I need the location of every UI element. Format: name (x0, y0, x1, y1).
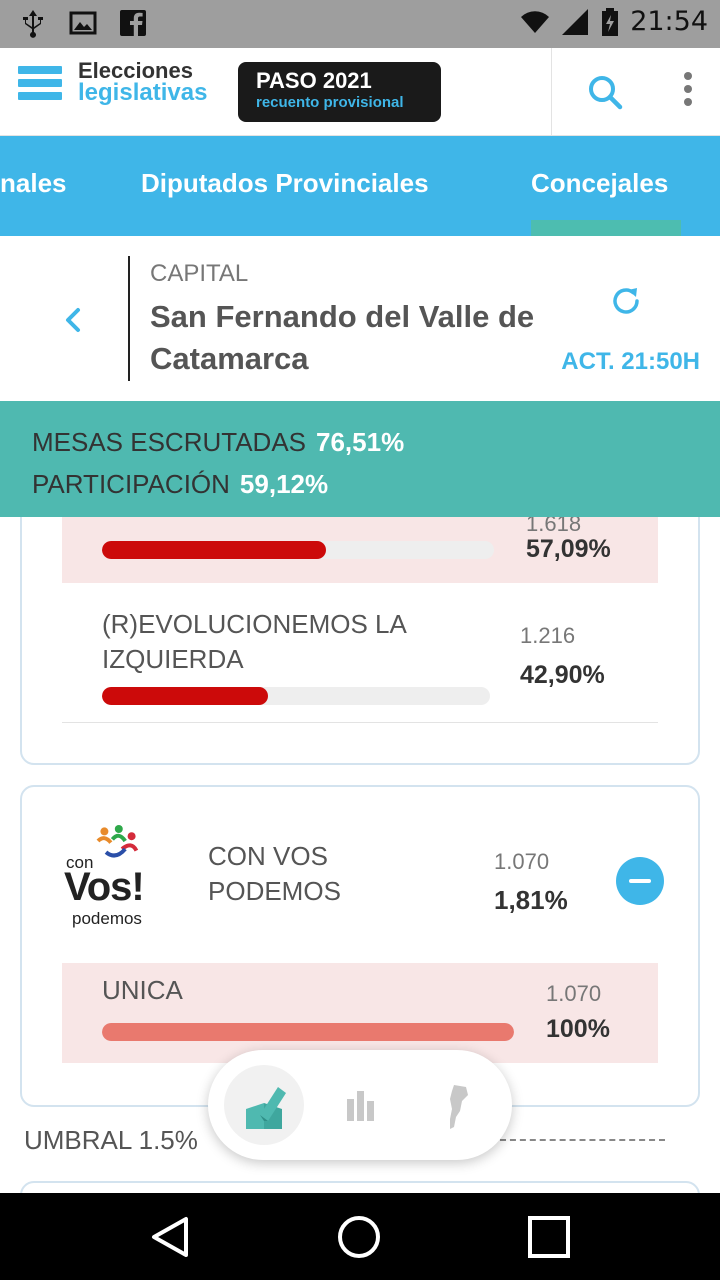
umbral-label: UMBRAL 1.5% (24, 1125, 198, 1155)
list-name: (R)EVOLUCIONEMOS LA IZQUIERDA (102, 609, 406, 674)
nav-map[interactable] (416, 1065, 496, 1145)
paso-badge: PASO 2021 recuento provisional (238, 62, 441, 122)
people-logo-icon (96, 825, 139, 858)
result-bar (102, 1023, 514, 1041)
search-icon[interactable] (585, 72, 625, 112)
location-divider (128, 256, 130, 381)
logo-big-text: Vos! (64, 865, 145, 909)
nav-results[interactable] (320, 1065, 400, 1145)
app-logo[interactable]: Elecciones legislativas (78, 58, 208, 106)
refresh-icon[interactable] (607, 282, 645, 320)
result-bar-fill (102, 1023, 514, 1041)
location-header: CAPITAL San Fernando del Valle de Catama… (0, 236, 720, 401)
collapse-icon[interactable] (616, 857, 664, 905)
facebook-icon (120, 10, 146, 37)
party-name: CON VOS PODEMOS (208, 841, 341, 906)
battery-icon (602, 7, 619, 36)
list-item: 1.618 57,09% (62, 517, 658, 583)
image-icon (69, 11, 97, 35)
list-item: UNICA 1.070 100% (62, 963, 658, 1063)
result-bar-fill (102, 541, 326, 559)
list-count: 1.618 (526, 517, 582, 536)
app-header: Elecciones legislativas PASO 2021 recuen… (0, 48, 720, 136)
logo-sub-text: podemos (72, 909, 142, 928)
list-pct: 100% (546, 1015, 610, 1043)
more-options-icon[interactable] (676, 72, 700, 112)
party-card (20, 1181, 700, 1193)
list-pct: 42,90% (520, 661, 605, 689)
party-pct: 1,81% (494, 885, 568, 915)
recents-icon[interactable] (525, 1213, 573, 1261)
list-item: (R)EVOLUCIONEMOS LA IZQUIERDA 1.216 42,9… (62, 583, 658, 723)
list-name: UNICA (102, 975, 183, 1005)
bar-chart-icon (347, 1091, 374, 1121)
list-pct: 57,09% (526, 535, 611, 563)
clock: 21:54 (630, 6, 708, 37)
chevron-left-icon[interactable] (58, 302, 90, 338)
party-card: 1.618 57,09% (R)EVOLUCIONEMOS LA IZQUIER… (20, 517, 700, 765)
mesas-label: MESAS ESCRUTADAS (32, 427, 307, 457)
list-count: 1.216 (520, 623, 576, 648)
logo-line2: legislativas (78, 79, 208, 106)
tab-diputados-provinciales[interactable]: Diputados Provinciales (141, 168, 429, 198)
mesas-value: 76,51% (316, 427, 405, 457)
participacion: PARTICIPACIÓN 59,12% (32, 463, 688, 505)
active-tab-indicator (531, 220, 681, 236)
category-tabs: nales Diputados Provinciales Concejales (0, 136, 720, 236)
result-bar (102, 541, 494, 559)
stats-band: MESAS ESCRUTADAS 76,51% PARTICIPACIÓN 59,1… (0, 401, 720, 517)
list-count: 1.070 (546, 981, 602, 1006)
party-count: 1.070 (494, 849, 550, 874)
participacion-value: 59,12% (239, 469, 329, 499)
logo-line1: Elecciones (78, 58, 193, 83)
results-list[interactable]: 1.618 57,09% (R)EVOLUCIONEMOS LA IZQUIER… (0, 517, 720, 1193)
floating-nav (208, 1050, 512, 1160)
tab-concejales[interactable]: Concejales (531, 168, 669, 198)
logo-small-text: con (66, 853, 94, 872)
wifi-icon (521, 10, 550, 33)
result-bar-fill (102, 687, 269, 705)
signal-icon (562, 8, 589, 35)
badge-subtitle: recuento provisional (256, 94, 404, 111)
tab-senadores[interactable]: nales (0, 168, 67, 198)
argentina-map-icon (450, 1085, 468, 1129)
city-title: San Fernando del Valle de Catamarca (150, 299, 535, 376)
header-divider (551, 48, 552, 136)
umbral-line (500, 1139, 665, 1141)
back-icon[interactable] (146, 1213, 194, 1261)
result-bar (102, 687, 490, 705)
badge-title: PASO 2021 (256, 68, 372, 93)
usb-icon (23, 10, 43, 38)
participacion-label: PARTICIPACIÓN (32, 469, 230, 499)
status-bar: 21:54 (0, 0, 720, 48)
party-logo: con Vos! podemos (64, 825, 164, 928)
nav-vote[interactable] (224, 1065, 304, 1145)
logo-flag-icon (18, 66, 62, 100)
last-update: ACT. 21:50H (561, 348, 700, 375)
system-nav-bar (0, 1193, 720, 1280)
ballot-box-icon (246, 1087, 286, 1129)
home-icon[interactable] (335, 1213, 383, 1261)
province-label: CAPITAL (150, 260, 249, 287)
mesas-escrutadas: MESAS ESCRUTADAS 76,51% (32, 421, 688, 463)
